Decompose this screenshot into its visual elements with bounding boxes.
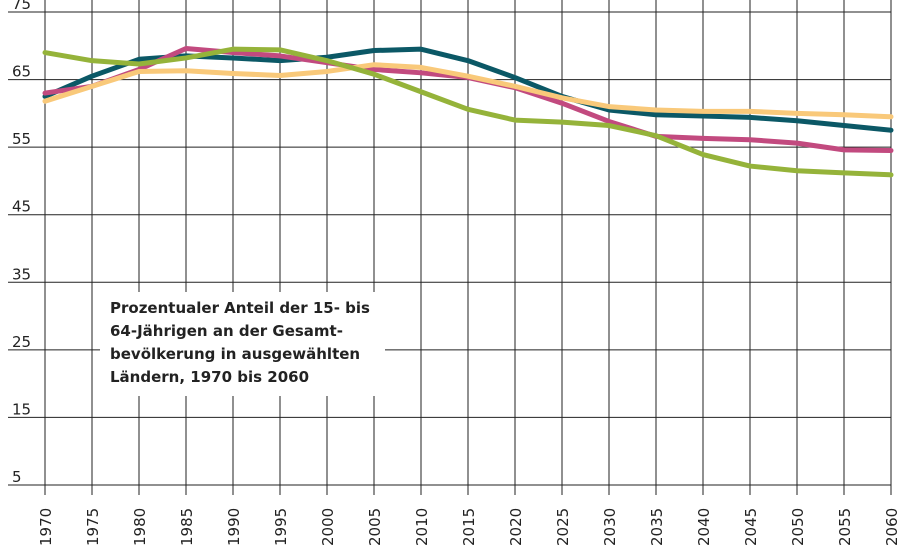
x-tick-label: 2050 — [789, 508, 807, 546]
y-tick-label: 55 — [12, 130, 31, 148]
y-tick-label: 5 — [12, 468, 22, 486]
x-tick-label: 2045 — [742, 508, 760, 546]
y-tick-label: 65 — [12, 63, 31, 81]
x-tick-label: 2035 — [648, 508, 666, 546]
x-tick-label: 2010 — [413, 508, 431, 546]
y-tick-label: 25 — [12, 333, 31, 351]
x-tick-label: 2000 — [319, 508, 337, 546]
x-tick-label: 2060 — [883, 508, 901, 546]
series-line — [42, 62, 894, 120]
x-tick-label: 1980 — [131, 508, 149, 546]
x-tick-label: 1975 — [84, 508, 102, 546]
x-tick-label: 2015 — [460, 508, 478, 546]
x-tick-label: 1995 — [272, 508, 290, 546]
annotation-box — [100, 292, 385, 396]
x-tick-label: 2055 — [836, 508, 854, 546]
x-tick-label: 2025 — [554, 508, 572, 546]
x-tick-label: 2005 — [366, 508, 384, 546]
annotation: bevölkerung in ausgewählten — [110, 345, 360, 363]
x-tick-label: 1985 — [178, 508, 196, 546]
y-tick-label: 15 — [12, 400, 31, 418]
y-tick-label: 45 — [12, 198, 31, 216]
y-tick-label: 75 — [12, 0, 31, 13]
x-tick-label: 2040 — [695, 508, 713, 546]
annotation: 64-Jährigen an der Gesamt- — [110, 322, 343, 340]
annotation: Prozentualer Anteil der 15- bis — [110, 299, 370, 317]
x-tick-label: 1970 — [37, 508, 55, 546]
series-line — [42, 46, 894, 178]
y-tick-label: 35 — [12, 265, 31, 283]
x-tick-label: 2020 — [507, 508, 525, 546]
x-tick-label: 1990 — [225, 508, 243, 546]
annotation: Ländern, 1970 bis 2060 — [110, 368, 309, 386]
x-tick-label: 2030 — [601, 508, 619, 546]
